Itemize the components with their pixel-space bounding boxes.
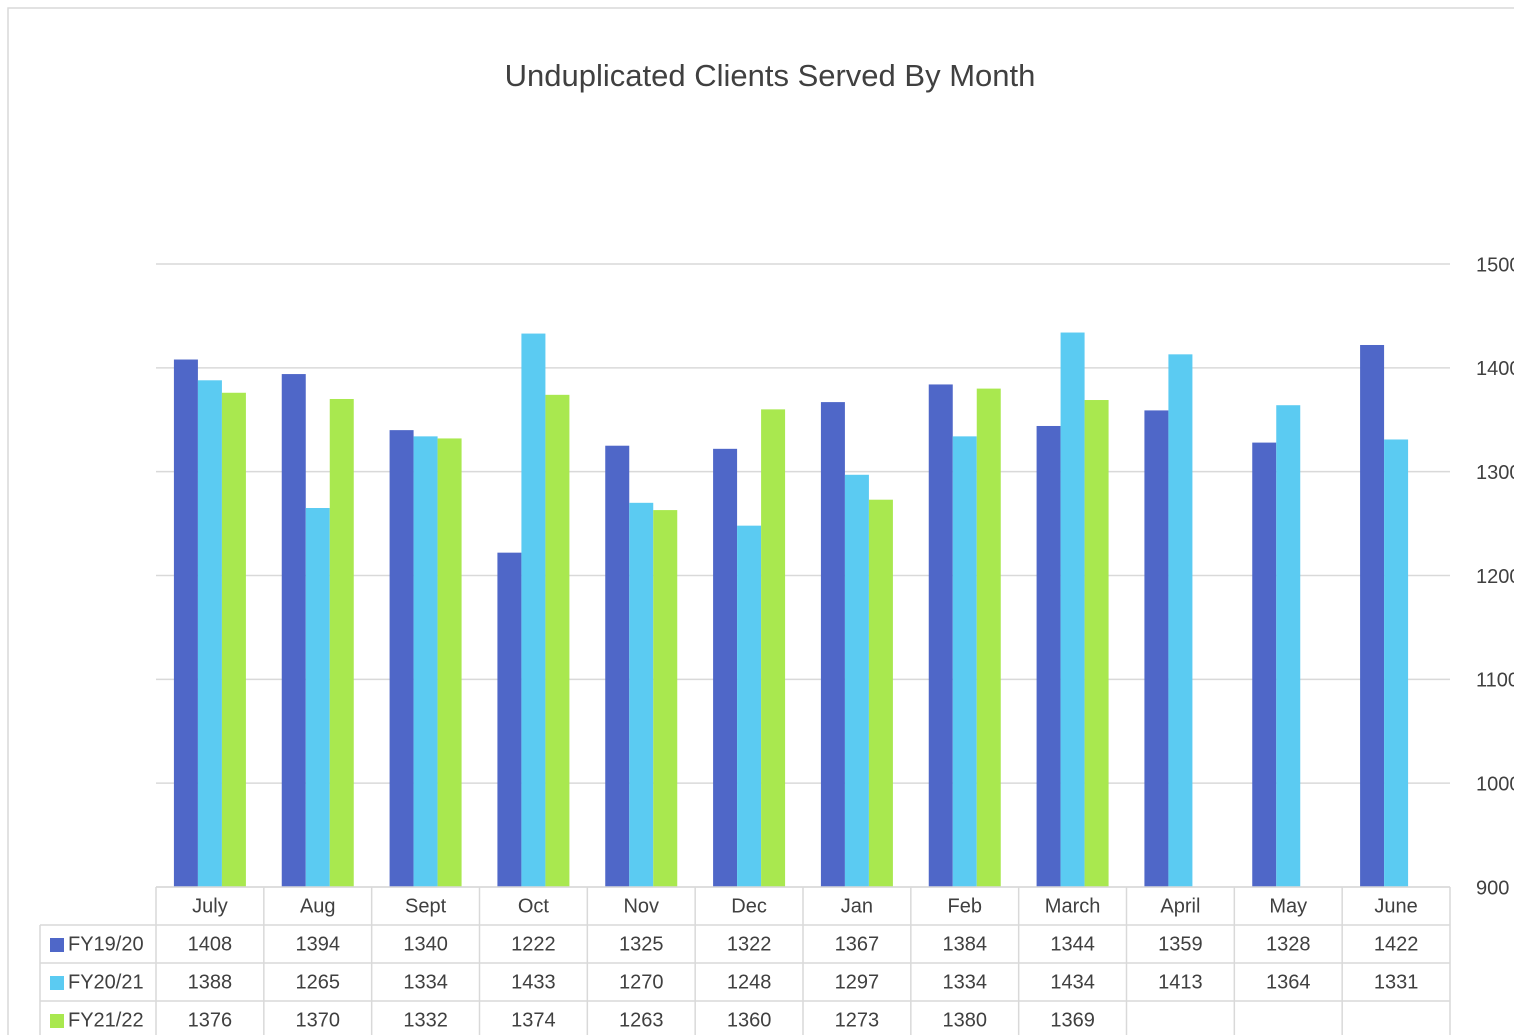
legend-key <box>50 976 64 990</box>
table-value: 1367 <box>835 933 880 955</box>
bar <box>389 430 414 887</box>
bar <box>844 474 869 887</box>
bar <box>413 436 438 887</box>
x-tick-label: Oct <box>518 895 550 917</box>
table-value: 1273 <box>835 1009 880 1031</box>
x-tick-label: July <box>192 895 228 917</box>
bar <box>1168 354 1193 888</box>
table-value: 1394 <box>296 933 341 955</box>
table-value: 1433 <box>511 971 556 993</box>
x-tick-label: Jan <box>841 895 873 917</box>
table-value: 1434 <box>1050 971 1095 993</box>
bar <box>221 392 246 887</box>
table-value: 1360 <box>727 1009 772 1031</box>
table-value: 1413 <box>1158 971 1203 993</box>
bar <box>737 525 762 887</box>
x-tick-label: Dec <box>731 895 767 917</box>
bar <box>1084 400 1109 887</box>
y-tick-label: 1000 <box>1476 773 1514 795</box>
legend-key <box>50 938 64 952</box>
table-value: 1380 <box>943 1009 988 1031</box>
table-value: 1222 <box>511 933 556 955</box>
bar <box>1360 344 1385 887</box>
bar <box>497 552 522 887</box>
bar <box>521 333 546 887</box>
x-tick-label: Aug <box>300 895 336 917</box>
bar <box>1384 439 1409 887</box>
bar <box>197 380 222 887</box>
bar <box>1144 410 1169 887</box>
bar <box>629 502 654 887</box>
bar <box>329 398 354 887</box>
bar <box>868 499 893 887</box>
bar <box>605 445 630 887</box>
x-tick-label: March <box>1045 895 1101 917</box>
y-tick-label: 1300 <box>1476 462 1514 484</box>
table-value: 1325 <box>619 933 664 955</box>
table-value: 1422 <box>1374 933 1419 955</box>
bar <box>545 394 570 887</box>
x-tick-label: April <box>1160 895 1200 917</box>
table-value: 1376 <box>188 1009 233 1031</box>
legend-label: FY20/21 <box>68 971 144 993</box>
legend-label: FY21/22 <box>68 1009 144 1031</box>
table-value: 1331 <box>1374 971 1419 993</box>
bar <box>653 510 678 887</box>
table-value: 1270 <box>619 971 664 993</box>
bar <box>173 359 198 887</box>
bar <box>1252 442 1277 887</box>
chart-title: Unduplicated Clients Served By Month <box>505 58 1036 93</box>
table-value: 1328 <box>1266 933 1311 955</box>
x-tick-label: May <box>1269 895 1307 917</box>
table-value: 1364 <box>1266 971 1311 993</box>
table-value: 1248 <box>727 971 772 993</box>
legend-key <box>50 1014 64 1028</box>
table-value: 1334 <box>403 971 448 993</box>
table-value: 1388 <box>188 971 233 993</box>
table-value: 1297 <box>835 971 880 993</box>
table-value: 1263 <box>619 1009 664 1031</box>
table-value: 1265 <box>296 971 341 993</box>
y-tick-label: 1500 <box>1476 254 1514 276</box>
legend-label: FY19/20 <box>68 933 144 955</box>
y-tick-label: 900 <box>1476 877 1509 899</box>
table-value: 1369 <box>1050 1009 1095 1031</box>
table-value: 1359 <box>1158 933 1203 955</box>
bar <box>713 448 738 887</box>
table-value: 1344 <box>1050 933 1095 955</box>
table-value: 1322 <box>727 933 772 955</box>
bar <box>437 438 462 887</box>
bar <box>952 436 977 887</box>
table-value: 1408 <box>188 933 233 955</box>
x-tick-label: Feb <box>948 895 982 917</box>
bar <box>305 508 330 887</box>
table-value: 1334 <box>943 971 988 993</box>
bar <box>820 402 845 887</box>
table-value: 1332 <box>403 1009 448 1031</box>
table-value: 1370 <box>296 1009 341 1031</box>
x-tick-label: Nov <box>623 895 659 917</box>
bar <box>761 409 786 887</box>
table-value: 1384 <box>943 933 988 955</box>
bar <box>976 388 1001 887</box>
x-tick-label: June <box>1374 895 1417 917</box>
bar <box>1276 405 1301 887</box>
bar <box>1036 425 1061 887</box>
bar <box>928 384 953 887</box>
table-value: 1340 <box>403 933 448 955</box>
bar <box>1060 332 1085 887</box>
bar <box>281 374 306 887</box>
x-tick-label: Sept <box>405 895 447 917</box>
y-tick-label: 1400 <box>1476 358 1514 380</box>
y-tick-label: 1100 <box>1476 670 1514 692</box>
table-value: 1374 <box>511 1009 556 1031</box>
y-tick-label: 1200 <box>1476 566 1514 588</box>
